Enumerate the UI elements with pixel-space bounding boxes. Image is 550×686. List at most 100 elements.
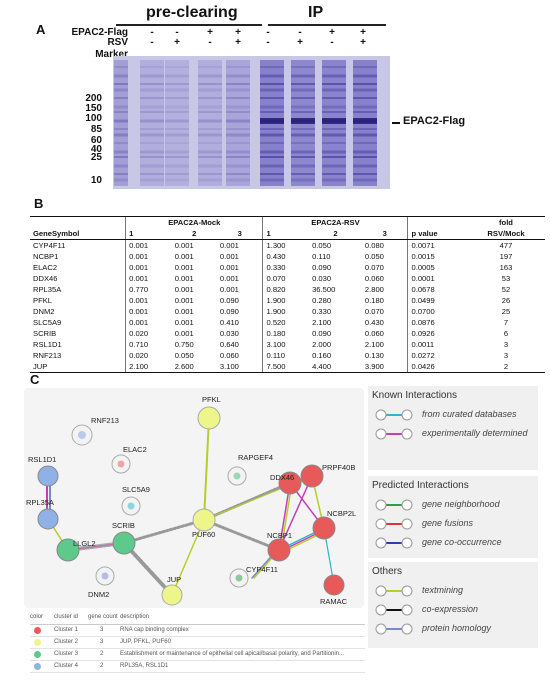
table-cell: 0.090 — [219, 307, 239, 316]
table-cell: 0.820 — [262, 284, 310, 295]
table-row: RNF213 0.020 0.050 0.060 0.110 0.160 0.130 0.02… — [30, 350, 545, 361]
table-row: RSL1D1 0.710 0.750 0.640 3.100 2.000 2.100 0.00… — [30, 339, 545, 350]
ip-band-3 — [322, 118, 346, 124]
cluster-row: Cluster 4 2 RPL35A, RSL1D1 — [30, 661, 365, 673]
table-cell: 0.050 — [364, 252, 384, 261]
node-rpl35a[interactable]: RPL35A — [26, 498, 59, 530]
cluster-count: 2 — [100, 651, 104, 657]
table-cell: 2.000 — [312, 340, 332, 349]
node-label-cyp4f11: CYP4F11 — [246, 565, 278, 574]
cluster-color-dot-icon — [34, 627, 41, 634]
node-scrib[interactable]: SCRIB — [112, 521, 136, 555]
col-header-mock-1: 1 — [125, 228, 172, 240]
node-label-dnm2: DNM2 — [88, 590, 109, 599]
cluster-desc: RPL35A, RSL1D1 — [120, 663, 169, 669]
epac2-symbol-8: + — [360, 27, 366, 38]
table-cell: 0.001 — [174, 252, 194, 261]
cluster-id: Cluster 2 — [54, 639, 79, 645]
table-cell: 1.300 — [262, 239, 310, 251]
cluster-header-count: gene count — [88, 614, 118, 620]
node-elac2[interactable]: ELAC2 — [111, 445, 147, 474]
table-cell: 0.110 — [262, 350, 310, 361]
mw-label-100: 100 — [85, 113, 102, 124]
group-header-mock: EPAC2A-Mock — [125, 216, 263, 228]
col-header-rsv-2: 2 — [309, 228, 362, 240]
node-dnm2[interactable]: DNM2 — [88, 566, 115, 599]
legend-label: protein homology — [422, 623, 492, 633]
panel-c-letter: C — [30, 372, 40, 387]
gene-symbol-cell: ELAC2 — [33, 263, 58, 272]
node-ramac[interactable]: RAMAC — [320, 574, 348, 606]
node-prpf40b[interactable]: PRPF40B — [300, 463, 355, 488]
ip-band-4 — [353, 118, 377, 124]
interaction-network: RNF213 PFKL RAPGEF4 ELAC2 RSL1D1 RPL35A … — [24, 388, 364, 608]
rsv-symbol-1: - — [150, 37, 154, 48]
table-cell: 2.600 — [171, 361, 217, 373]
table-cell: 0.0011 — [407, 339, 467, 350]
table-cell: 1.900 — [262, 306, 310, 317]
cluster-count: 2 — [100, 663, 104, 669]
node-jup[interactable]: JUP — [161, 575, 183, 606]
node-rapgef4[interactable]: RAPGEF4 — [227, 453, 273, 486]
table-cell: 0.0499 — [407, 295, 467, 306]
header-preclearing: pre-clearing — [146, 4, 238, 21]
table-cell: 0.001 — [174, 329, 194, 338]
node-cyp4f11[interactable]: CYP4F11 — [229, 565, 278, 588]
table-cell: 0.001 — [174, 263, 194, 272]
node-puf60[interactable]: PUF60 — [192, 508, 216, 539]
legend-swatch-icon — [375, 518, 413, 530]
table-cell: 36.500 — [312, 285, 336, 294]
row-label-marker: Marker — [95, 49, 128, 60]
panel-b-letter: B — [34, 196, 44, 211]
cluster-row: Cluster 2 3 JUP, PFKL, PUF60 — [30, 637, 365, 649]
ip-band-1 — [260, 118, 284, 124]
mw-label-150: 150 — [85, 103, 102, 114]
node-llgl2[interactable]: LLGL2 — [56, 538, 96, 562]
table-cell: 0.130 — [364, 351, 384, 360]
rsv-symbol-5: - — [266, 37, 270, 48]
rsv-symbol-3: - — [208, 37, 212, 48]
legend-swatch-icon — [375, 585, 413, 597]
gel-lane-0 — [114, 60, 128, 186]
node-ddx46[interactable]: DDX46 — [270, 471, 302, 495]
mw-label-25: 25 — [90, 152, 102, 163]
rsv-symbol-8: + — [360, 37, 366, 48]
table-cell: 0.0678 — [407, 284, 467, 295]
table-cell: 3.100 — [216, 361, 263, 373]
legend-item-predicted-0: gene neighborhood — [374, 498, 534, 512]
node-label-ddx46: DDX46 — [270, 473, 294, 482]
table-cell: 0.070 — [364, 307, 384, 316]
cluster-id: Cluster 3 — [54, 651, 79, 657]
table-row: NCBP1 0.001 0.001 0.001 0.430 0.110 0.050 0.001… — [30, 251, 545, 262]
legend-label: gene neighborhood — [422, 499, 500, 509]
node-label-ramac: RAMAC — [320, 597, 348, 606]
node-ncbp2l[interactable]: NCBP2L — [312, 509, 356, 540]
gene-symbol-cell: PFKL — [33, 296, 52, 305]
rsv-symbol-4: + — [235, 37, 241, 48]
table-cell: 0.180 — [364, 296, 384, 305]
table-row: SLC5A9 0.001 0.001 0.410 0.520 2.100 0.430 0.08… — [30, 317, 545, 328]
node-label-slc5a9: SLC5A9 — [122, 485, 150, 494]
table-cell: 0.001 — [125, 306, 172, 317]
table-row: PFKL 0.001 0.001 0.090 1.900 0.280 0.180 0.0499… — [30, 295, 545, 306]
gel-lane-6 — [291, 60, 315, 186]
table-cell: 26 — [501, 296, 511, 305]
legend-swatch-icon — [375, 499, 413, 511]
table-cell: 0.0005 — [407, 262, 467, 273]
table-cell: 0.0926 — [407, 328, 467, 339]
node-pfkl[interactable]: PFKL — [197, 395, 221, 430]
node-ncbp1[interactable]: NCBP1 — [267, 531, 292, 562]
node-rnf213[interactable]: RNF213 — [71, 416, 119, 446]
node-label-rnf213: RNF213 — [91, 416, 119, 425]
legend-item-others-2: protein homology — [374, 622, 534, 636]
table-cell: 0.430 — [262, 251, 310, 262]
gene-symbol-cell: RPL35A — [33, 285, 62, 294]
legend-swatch-icon — [375, 409, 413, 421]
node-slc5a9[interactable]: SLC5A9 — [121, 485, 150, 516]
legend-predicted: Predicted Interactions gene neighborhood… — [368, 476, 538, 558]
rsv-symbol-6: + — [297, 37, 303, 48]
table-cell: 0.080 — [364, 241, 384, 250]
rsv-symbol-7: - — [330, 37, 334, 48]
node-rsl1d1[interactable]: RSL1D1 — [28, 455, 59, 487]
ip-underline — [268, 24, 386, 26]
